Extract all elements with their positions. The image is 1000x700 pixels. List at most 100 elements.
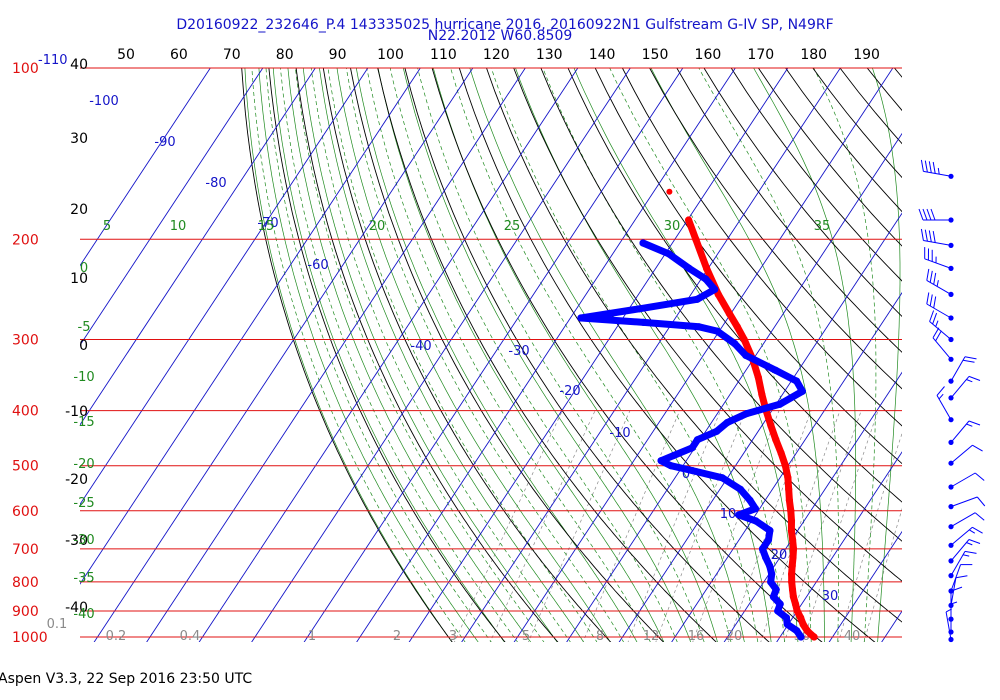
temperature-point xyxy=(740,335,748,344)
top-scale-label: 50 xyxy=(117,47,135,63)
isotherm-label: -20 xyxy=(559,384,580,399)
temperature-point xyxy=(791,600,800,608)
moist-adiabat-line xyxy=(310,68,571,642)
isotherm-line xyxy=(618,212,902,642)
isotherm-line xyxy=(93,68,474,642)
temperature-point xyxy=(787,517,796,525)
moist-adiabat-line xyxy=(402,68,692,642)
wind-barb-flag xyxy=(920,228,924,241)
temperature-point xyxy=(758,391,766,399)
wind-barb-flag xyxy=(968,375,981,381)
wind-barb-flag xyxy=(933,272,937,285)
pressure-label: 100 xyxy=(12,61,39,77)
top-scale-label: 150 xyxy=(642,47,669,63)
isotherm-line xyxy=(408,68,789,642)
wind-barb xyxy=(948,564,973,594)
dewpoint-point xyxy=(743,410,751,418)
wind-barb xyxy=(948,526,983,548)
dewpoint-point xyxy=(766,526,774,535)
wind-barb-half-flag xyxy=(950,601,958,605)
dry-adiabats xyxy=(241,68,902,642)
dewpoint-point xyxy=(742,351,750,359)
temperature-point xyxy=(692,235,700,243)
dewpoint-point xyxy=(758,545,767,553)
wind-barb-flag xyxy=(929,270,933,283)
moist-adiabat-label: 0 xyxy=(80,261,88,276)
moist-adiabat-label: -5 xyxy=(78,320,91,335)
isotherm-label: -80 xyxy=(205,176,226,191)
dewpoint-point xyxy=(667,462,675,470)
wind-barb-flag xyxy=(962,359,975,363)
temperature-point xyxy=(789,593,798,601)
mixing-ratio-line xyxy=(627,410,721,642)
isotherm-line xyxy=(723,371,902,642)
dewpoint-point xyxy=(776,600,784,608)
chart-title-line1: D20160922_232646_P.4 143335025 hurricane… xyxy=(176,17,833,33)
isotherm-label: -40 xyxy=(410,339,431,354)
dewpoint-point xyxy=(752,517,760,525)
pressure-label: 800 xyxy=(12,575,39,591)
moist-adiabat-line xyxy=(251,68,466,642)
wind-barb xyxy=(918,208,954,223)
top-scale-label: 170 xyxy=(747,47,774,63)
moist-adiabat-label: -25 xyxy=(73,496,94,511)
mixing-ratio-line xyxy=(655,410,747,642)
wind-barb xyxy=(920,228,954,248)
top-scale-label: 110 xyxy=(430,47,457,63)
dry-adiabat-line xyxy=(377,68,717,642)
wind-barb xyxy=(948,539,981,564)
wind-barb xyxy=(948,496,986,510)
moist-adiabat-line xyxy=(366,68,651,642)
wind-barb xyxy=(926,292,954,321)
dewpoint-point xyxy=(776,400,784,408)
temperature-point xyxy=(777,449,785,457)
dewpoint-point xyxy=(695,323,703,331)
dewpoint-point xyxy=(731,340,739,348)
wind-barb xyxy=(932,327,954,362)
pressure-label: 200 xyxy=(12,232,39,248)
wind-barb xyxy=(948,356,977,384)
dry-adiabat-line xyxy=(295,68,559,642)
wind-barb-flag xyxy=(936,386,945,396)
wind-barb xyxy=(926,268,954,297)
theta-e-label: 35 xyxy=(814,219,831,234)
dewpoint-point xyxy=(768,570,776,578)
wind-barb xyxy=(936,386,954,423)
dewpoint-profile xyxy=(577,239,807,641)
moist-adiabat-label: -30 xyxy=(73,533,94,548)
wind-barb-half-flag xyxy=(969,529,976,534)
mixing-ratio-label: 12 xyxy=(643,629,660,644)
wind-barb-flag xyxy=(924,229,928,242)
isotherm-line xyxy=(251,68,631,642)
isotherm-line xyxy=(303,68,684,642)
dewpoint-point xyxy=(764,536,773,544)
wind-barb-staff xyxy=(950,420,970,443)
mixing-ratio-label: 5 xyxy=(522,629,530,644)
isotherm-line xyxy=(80,68,264,346)
isotherm-line xyxy=(146,68,526,642)
wind-barb-staff xyxy=(926,279,952,295)
moist-adiabat-line xyxy=(650,68,825,642)
top-scale-label: 190 xyxy=(853,47,880,63)
wind-barb-half-flag xyxy=(945,608,952,613)
dry-adiabat-line xyxy=(322,68,612,642)
dry-adiabat-line xyxy=(676,68,902,353)
isotherm-line xyxy=(566,132,902,642)
wind-barb-flag xyxy=(932,312,938,325)
moist-adiabat-line xyxy=(295,68,545,642)
isotherm-label: 0 xyxy=(682,467,690,482)
temperature-point xyxy=(788,562,796,570)
dry-adiabat-line xyxy=(703,68,902,317)
temp-scale-label: 0 xyxy=(79,338,88,354)
moist-adiabat-line xyxy=(450,68,732,642)
moist-adiabat-label: -10 xyxy=(73,370,94,385)
moist-adiabat-line xyxy=(319,68,584,642)
wind-barb-flag xyxy=(930,208,936,221)
moist-adiabats xyxy=(244,68,901,642)
mixing-ratio-label: 8 xyxy=(596,629,604,644)
wind-barb-flag xyxy=(932,327,940,339)
dewpoint-point xyxy=(783,620,791,628)
wind-barb-flag xyxy=(974,472,985,481)
wind-barb xyxy=(945,608,954,643)
pressure-label: 900 xyxy=(12,604,39,620)
